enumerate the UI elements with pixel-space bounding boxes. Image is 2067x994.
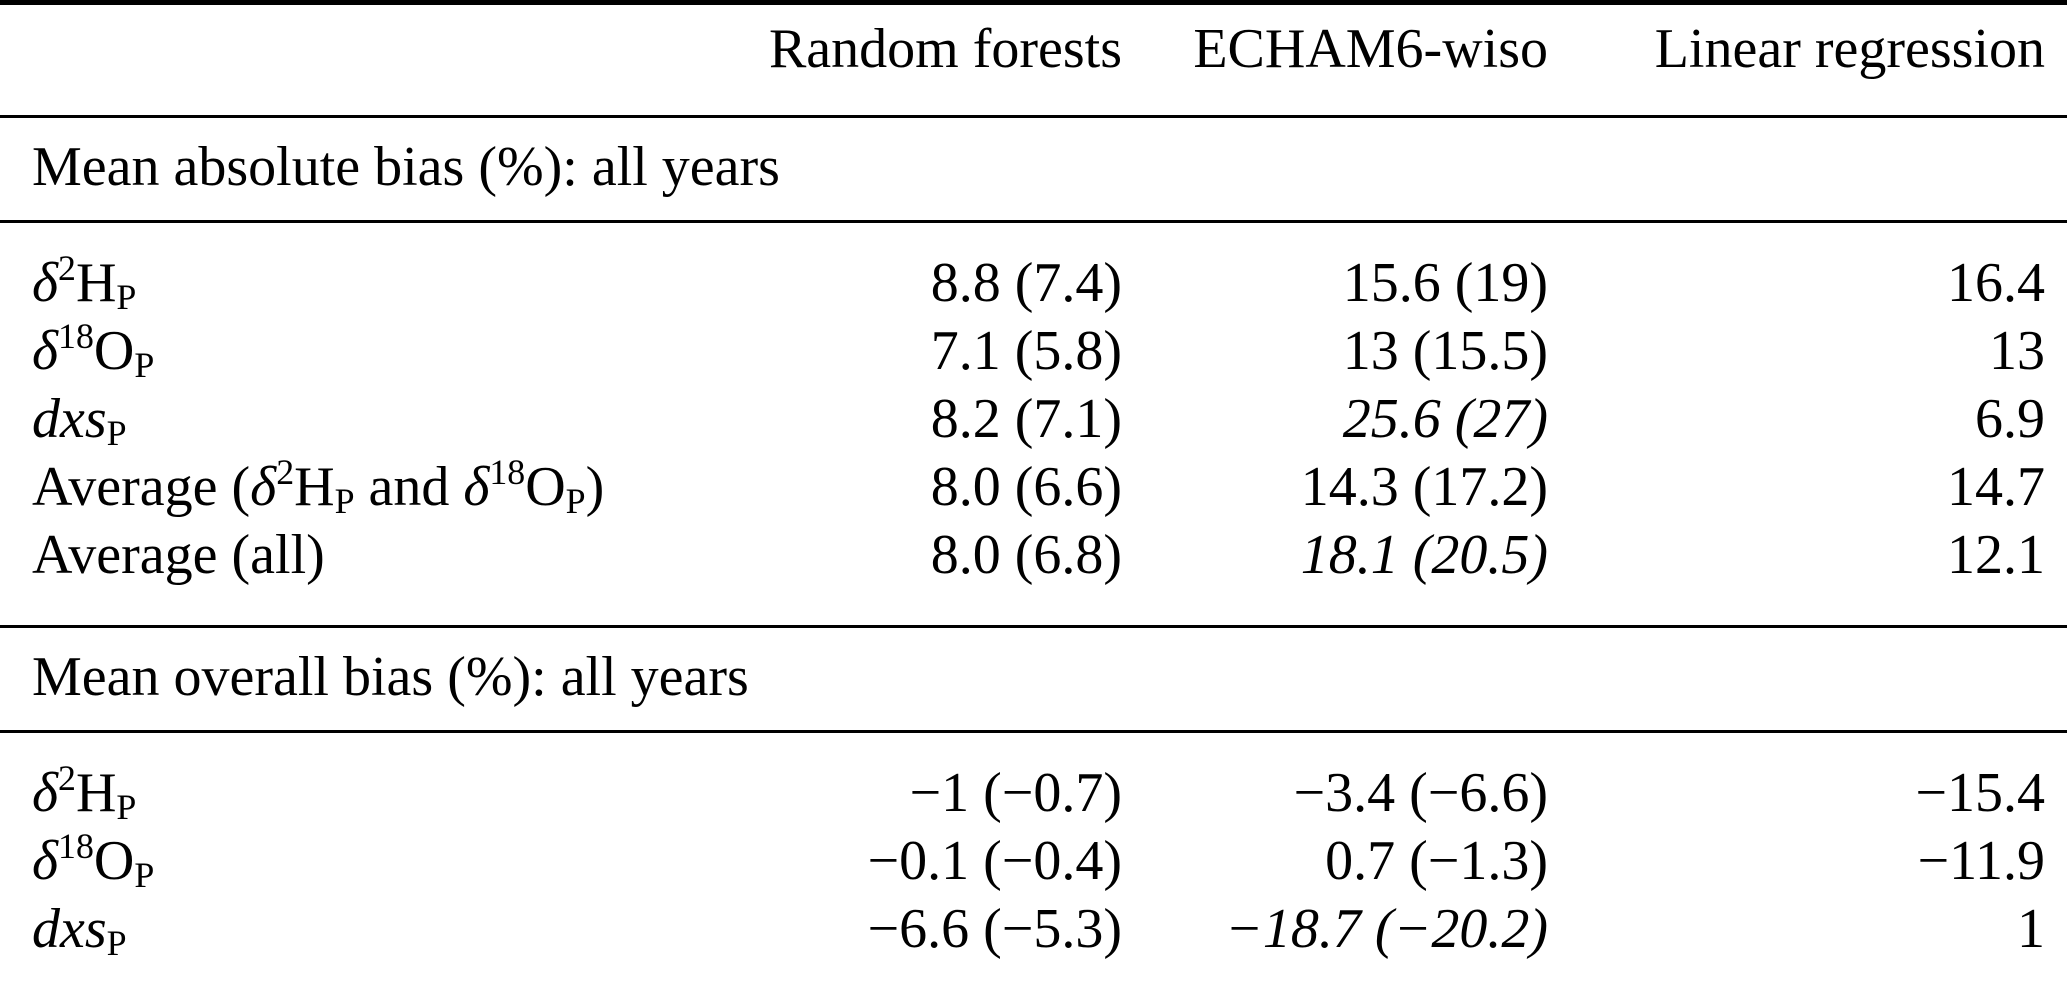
row-label-segment: Average ( [32, 456, 251, 518]
cell-value: 18.1 (20.5) [1300, 524, 1548, 586]
row-label-segment: P [116, 276, 137, 317]
table-row: δ18OP −0.1 (−0.4) 0.7 (−1.3) −11.9 [0, 827, 2067, 895]
cell-value: 6.9 [1975, 388, 2045, 450]
row-label-segment: 18 [58, 316, 94, 357]
row-label-segment: 2 [58, 248, 76, 289]
row-label-segment: H [294, 456, 335, 518]
cell-value: −11.9 [1917, 830, 2045, 892]
row-label-segment: and [354, 456, 464, 518]
row-label: dxsP [0, 895, 682, 994]
header-empty-cell [0, 3, 682, 117]
table-header: Random forests ECHAM6-wiso Linear regres… [0, 3, 2067, 117]
row-label-segment: Average (all) [32, 524, 325, 586]
row-label-segment: P [134, 854, 155, 895]
column-header-linear-regression: Linear regression [1654, 18, 2045, 80]
column-header-random-forests: Random forests [768, 18, 1122, 80]
row-label-segment: O [525, 456, 566, 518]
cell-value: 14.3 (17.2) [1300, 456, 1548, 518]
table-row: δ18OP 7.1 (5.8) 13 (15.5) 13 [0, 317, 2067, 385]
row-label-segment: ) [585, 456, 605, 518]
cell-value: −18.7 (−20.2) [1225, 898, 1548, 960]
cell-value: −1 (−0.7) [909, 762, 1122, 824]
row-label-segment: O [93, 320, 135, 382]
cell-value: 1 [2017, 898, 2045, 960]
row-label-segment: δ [32, 762, 59, 824]
row-label-segment: P [334, 480, 355, 521]
row-label-segment: P [106, 922, 127, 963]
table-body: Mean absolute bias (%): all years δ2HP 8.8… [0, 116, 2067, 994]
row-label: δ2HP [0, 732, 682, 828]
row-label-segment: P [134, 344, 155, 385]
row-label-segment: H [75, 762, 117, 824]
header-row: Random forests ECHAM6-wiso Linear regres… [0, 3, 2067, 117]
row-label: dxsP [0, 385, 682, 453]
row-label: δ18OP [0, 827, 682, 895]
row-label-segment: P [565, 480, 586, 521]
cell-value: 8.0 (6.6) [930, 456, 1122, 518]
row-label-segment: P [116, 786, 137, 827]
table-row: dxsP −6.6 (−5.3) −18.7 (−20.2) 1 [0, 895, 2067, 994]
section-header-row: Mean absolute bias (%): all years [0, 116, 2067, 222]
cell-value: 0.7 (−1.3) [1325, 830, 1548, 892]
cell-value: 16.4 [1947, 252, 2045, 314]
row-label-segment: P [106, 412, 127, 453]
cell-value: −6.6 (−5.3) [867, 898, 1122, 960]
row-label-segment: δ [463, 456, 490, 518]
cell-value: 8.2 (7.1) [930, 388, 1122, 450]
row-label-segment: δ [250, 456, 277, 518]
row-label-segment: dxs [32, 898, 107, 960]
section-header-row: Mean overall bias (%): all years [0, 626, 2067, 732]
row-label: Average (all) [0, 521, 682, 627]
cell-value: 7.1 (5.8) [930, 320, 1122, 382]
cell-value: −15.4 [1915, 762, 2045, 824]
row-label-segment: dxs [32, 388, 107, 450]
cell-value: 15.6 (19) [1342, 252, 1548, 314]
cell-value: −0.1 (−0.4) [867, 830, 1122, 892]
table-row: δ2HP 8.8 (7.4) 15.6 (19) 16.4 [0, 222, 2067, 318]
cell-value: 13 (15.5) [1342, 320, 1548, 382]
cell-value: 25.6 (27) [1342, 388, 1548, 450]
table-row: δ2HP −1 (−0.7) −3.4 (−6.6) −15.4 [0, 732, 2067, 828]
row-label-segment: δ [32, 320, 59, 382]
row-label: Average (δ2HP and δ18OP) [0, 453, 682, 521]
cell-value: −3.4 (−6.6) [1293, 762, 1548, 824]
row-label-segment: O [93, 830, 135, 892]
cell-value: 14.7 [1947, 456, 2045, 518]
row-label-segment: 2 [276, 452, 295, 493]
section-title: Mean absolute bias (%): all years [32, 136, 780, 198]
row-label-segment: 2 [58, 758, 76, 799]
row-label-segment: δ [32, 830, 59, 892]
column-header-echam6-wiso: ECHAM6-wiso [1193, 18, 1548, 80]
row-label-segment: δ [32, 252, 59, 314]
cell-value: 8.8 (7.4) [930, 252, 1122, 314]
row-label-segment: H [75, 252, 117, 314]
section-title: Mean overall bias (%): all years [32, 646, 749, 708]
row-label-segment: 18 [58, 826, 94, 867]
cell-value: 8.0 (6.8) [930, 524, 1122, 586]
table-row: Average (all) 8.0 (6.8) 18.1 (20.5) 12.1 [0, 521, 2067, 627]
table-row: Average (δ2HP and δ18OP) 8.0 (6.6) 14.3 (1… [0, 453, 2067, 521]
row-label-segment: 18 [489, 452, 526, 493]
cell-value: 12.1 [1947, 524, 2045, 586]
row-label: δ18OP [0, 317, 682, 385]
cell-value: 13 [1989, 320, 2045, 382]
row-label: δ2HP [0, 222, 682, 318]
table-row: dxsP 8.2 (7.1) 25.6 (27) 6.9 [0, 385, 2067, 453]
